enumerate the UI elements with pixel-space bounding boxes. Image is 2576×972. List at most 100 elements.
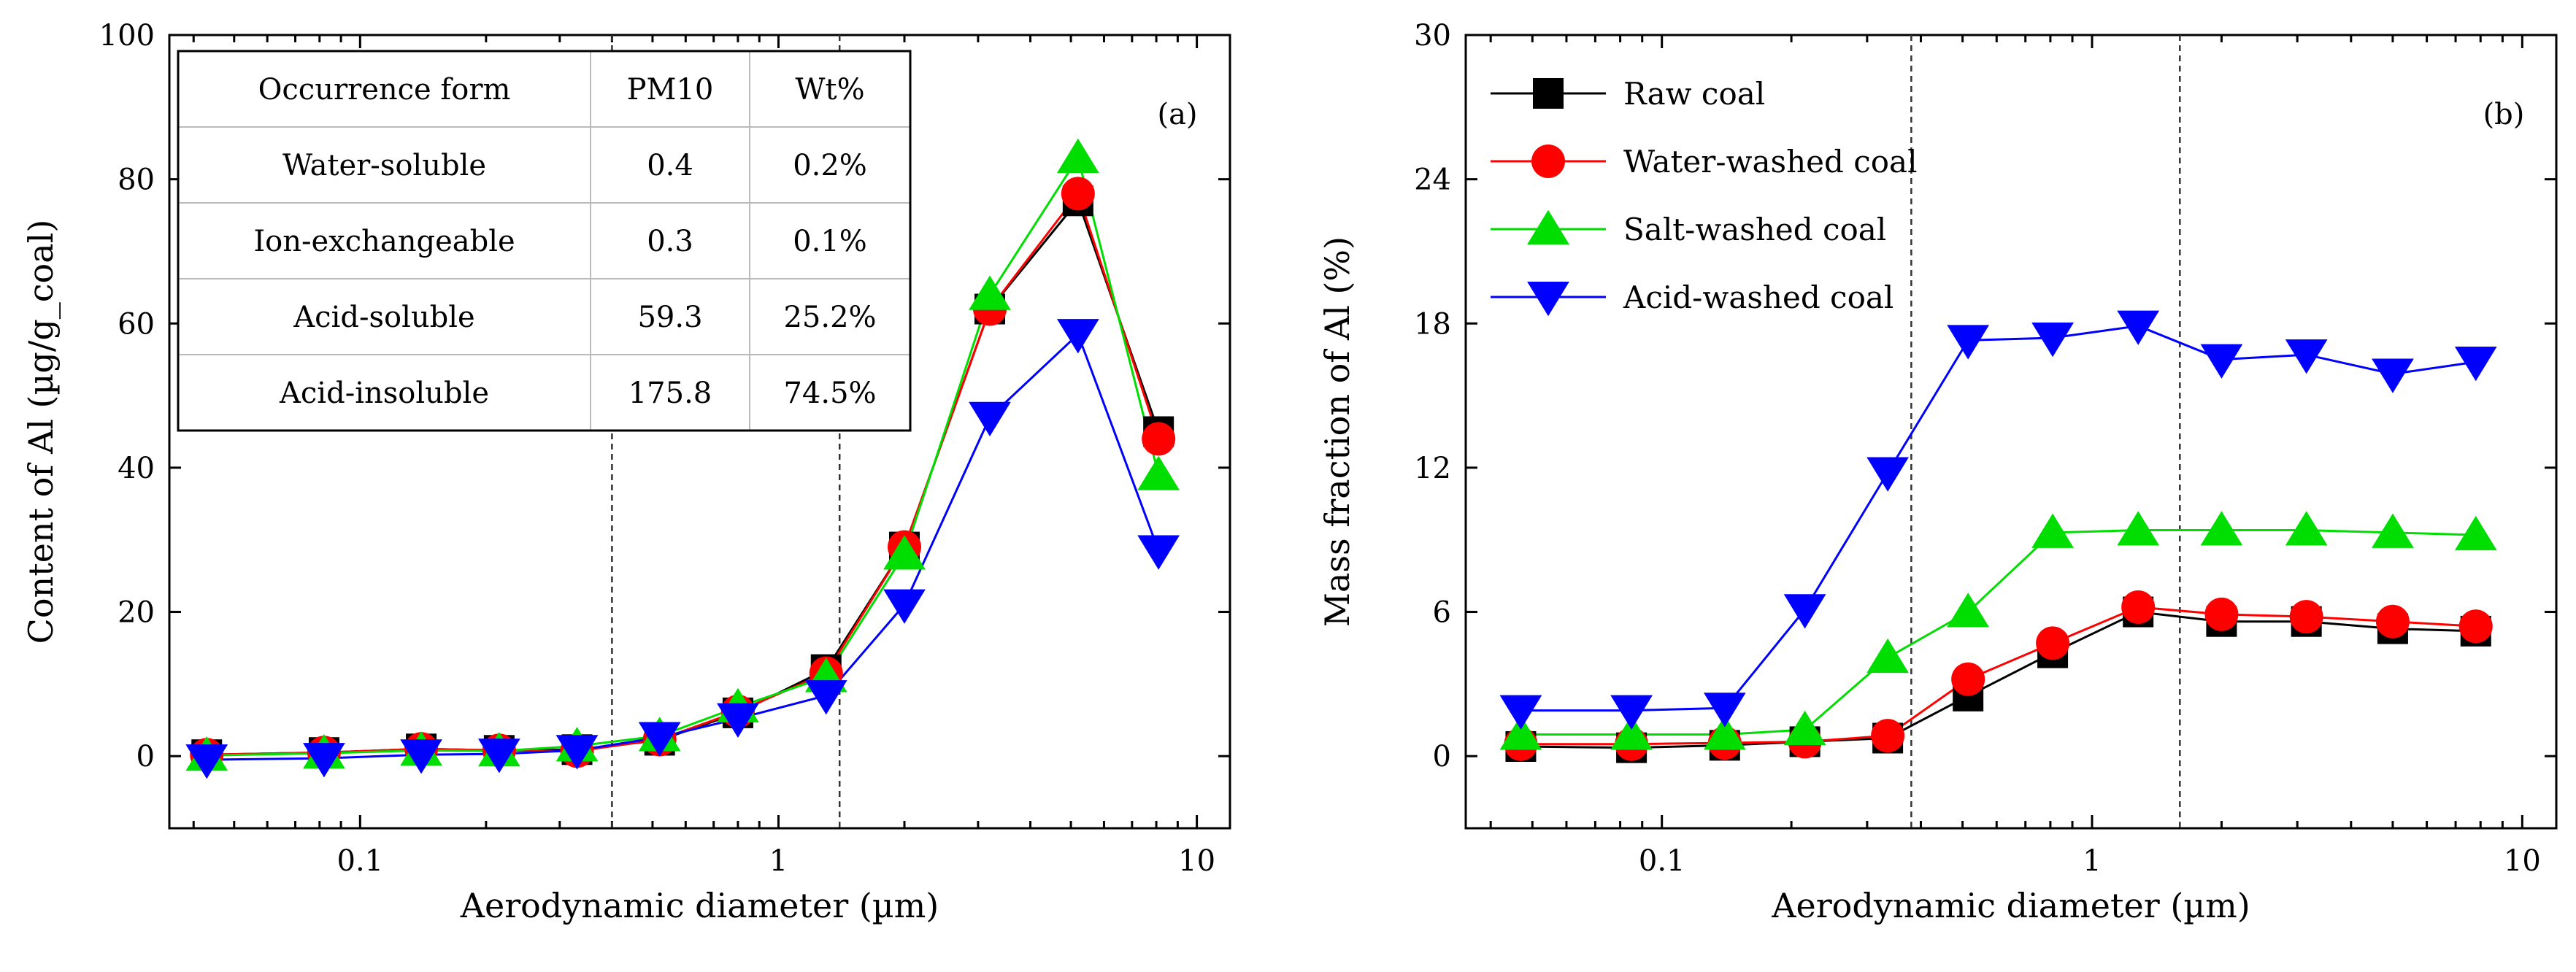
- data-point: [2372, 358, 2414, 393]
- data-point: [2372, 513, 2414, 548]
- y-axis-title: Mass fraction of Al (%): [1318, 236, 1357, 627]
- data-point: [2036, 626, 2070, 660]
- table-header-cell: Wt%: [795, 73, 864, 107]
- x-tick-label: 10: [1178, 844, 1215, 878]
- series-markers-salt-washed-coal: [1499, 511, 2497, 750]
- data-point: [1137, 455, 1180, 490]
- y-tick-label: 18: [1414, 307, 1451, 341]
- x-tick-label: 0.1: [337, 844, 384, 878]
- series-line-water-washed-coal: [1520, 606, 2476, 746]
- data-point: [2285, 339, 2328, 374]
- legend-label: Salt-washed coal: [1623, 212, 1886, 247]
- table-cell: Acid-soluble: [293, 301, 474, 334]
- data-point: [477, 738, 520, 774]
- series-markers-acid-washed-coal: [1499, 310, 2497, 730]
- y-tick-label: 60: [118, 307, 155, 341]
- data-point: [2285, 511, 2328, 546]
- data-point: [2454, 515, 2497, 551]
- inset-table: Occurrence form PM10 Wt% Water-soluble 0.4 0.…: [177, 50, 912, 432]
- data-point: [2200, 344, 2243, 379]
- data-point: [2117, 511, 2160, 546]
- data-point: [717, 703, 759, 738]
- data-point: [2200, 511, 2243, 546]
- data-point: [555, 735, 599, 770]
- x-tick-label: 1: [2083, 844, 2101, 878]
- table-cell: 25.2%: [783, 301, 876, 334]
- table-cell: Ion-exchangeable: [253, 225, 515, 258]
- y-tick-label: 6: [1433, 596, 1451, 630]
- legend-label: Water-washed coal: [1623, 144, 1918, 180]
- table-cell: 0.4: [647, 149, 693, 182]
- y-tick-label: 100: [99, 19, 155, 53]
- legend-label: Raw coal: [1623, 76, 1765, 112]
- plot-frame: [1464, 34, 2558, 830]
- data-point: [1866, 457, 1909, 492]
- plot-frame: [168, 34, 1231, 830]
- data-point: [1703, 715, 1746, 750]
- x-tick-label: 10: [2504, 844, 2541, 878]
- data-point: [1951, 662, 1985, 696]
- data-point: [1142, 422, 1176, 456]
- data-point: [1056, 138, 1099, 173]
- legend: Raw coal Water-washed coal Salt-washed coa…: [1491, 76, 1918, 317]
- data-point: [1499, 715, 1542, 750]
- data-point: [883, 535, 926, 570]
- data-point: [1703, 693, 1746, 728]
- data-point: [1061, 177, 1095, 211]
- table-cell: Water-soluble: [282, 149, 486, 182]
- y-tick-label: 0: [137, 740, 155, 774]
- data-point: [1499, 695, 1542, 730]
- data-point: [2031, 513, 2074, 548]
- x-axis-title: Aerodynamic diameter (µm): [460, 886, 939, 925]
- data-point: [1866, 638, 1909, 674]
- series-line-acid-washed-coal: [1520, 325, 2476, 712]
- legend-marker: [1533, 78, 1564, 109]
- series-line-salt-washed-coal: [1520, 529, 2476, 736]
- y-axis-title: Content of Al (µg/g_coal): [21, 220, 61, 644]
- table-border: [177, 50, 912, 432]
- y-tick-label: 30: [1414, 19, 1451, 53]
- data-point: [2289, 600, 2323, 634]
- data-point: [1947, 593, 1990, 628]
- panel-b: 0 6 12 18 24 30 0.1 1 10 Aerodynamic diameter (µm…: [1318, 19, 2558, 925]
- table-cell: 59.3: [637, 301, 702, 334]
- panel-label: (a): [1157, 98, 1197, 131]
- data-point: [2454, 346, 2497, 382]
- data-point: [1056, 319, 1099, 354]
- y-tick-label: 0: [1433, 740, 1451, 774]
- series-line-raw-coal: [1520, 611, 2476, 749]
- data-point: [1783, 710, 1826, 745]
- data-point: [2117, 310, 2160, 345]
- data-point: [400, 739, 442, 774]
- data-point: [2204, 597, 2239, 631]
- table-cell: 175.8: [628, 377, 712, 410]
- panel-label: (b): [2483, 98, 2525, 131]
- x-tick-label: 0.1: [1639, 844, 1685, 878]
- data-point: [1137, 535, 1180, 570]
- y-tick-label: 20: [118, 596, 155, 630]
- data-point: [638, 722, 681, 757]
- y-tick-label: 12: [1414, 452, 1451, 485]
- data-point: [303, 743, 345, 778]
- y-tick-label: 40: [118, 452, 155, 485]
- data-point: [1610, 715, 1653, 750]
- data-point: [2121, 590, 2156, 624]
- table-background: [178, 51, 910, 431]
- table-cell: Acid-insoluble: [279, 377, 489, 410]
- data-point: [969, 275, 1011, 310]
- series-markers-acid-washed-coal: [185, 319, 1180, 779]
- legend-marker: [1527, 282, 1569, 317]
- data-point: [1947, 325, 1990, 360]
- table-cell: 0.3: [647, 225, 693, 258]
- table-cell: 74.5%: [783, 377, 876, 410]
- legend-label: Acid-washed coal: [1623, 279, 1893, 315]
- data-point: [2458, 609, 2493, 644]
- table-cell: 0.1%: [793, 225, 867, 258]
- data-point: [2375, 604, 2410, 639]
- legend-marker: [1531, 144, 1565, 178]
- data-point: [1871, 719, 1905, 753]
- data-point: [1610, 695, 1653, 730]
- data-point: [185, 744, 228, 779]
- data-point: [883, 589, 926, 624]
